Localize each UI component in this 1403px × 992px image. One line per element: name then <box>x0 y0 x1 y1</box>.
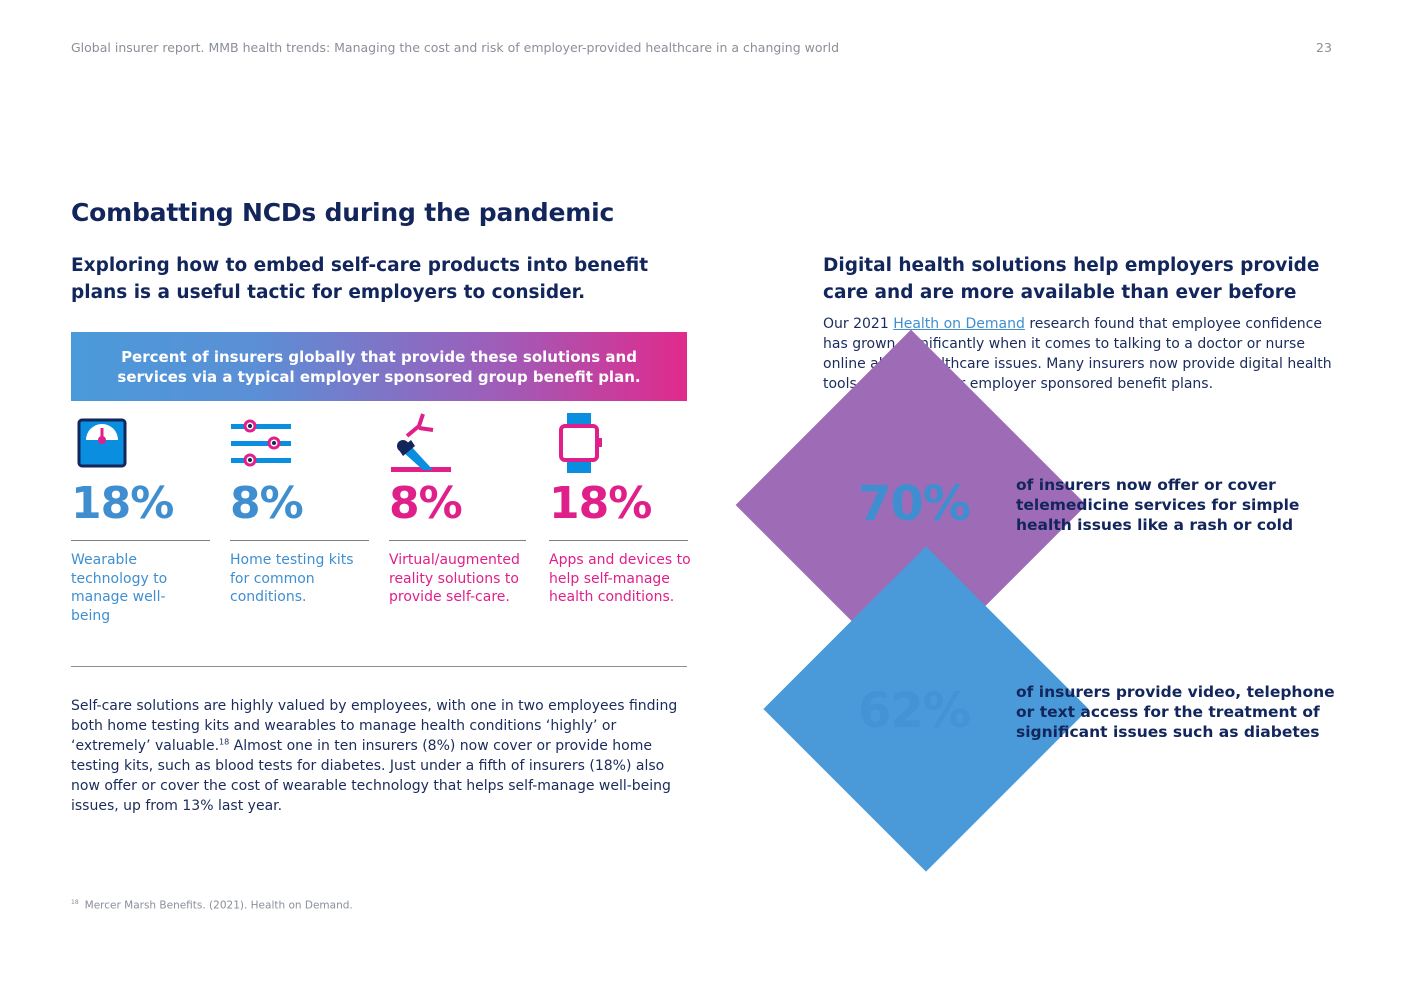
para-text-part: Our 2021 <box>823 316 894 332</box>
telemedicine-stat-description: of insurers now offer or cover telemedic… <box>1016 476 1300 534</box>
video-access-stat-description: of insurers provide video, telephone or … <box>1016 683 1335 741</box>
stat-wearable: 18% Wearable technology to manage well-b… <box>71 412 211 625</box>
left-subheading: Exploring how to embed self-care product… <box>71 255 649 303</box>
stat-virtual-reality: 8% Virtual/augmented reality solutions t… <box>389 412 529 607</box>
footnote-number: 18 <box>71 899 79 906</box>
page-number: 23 <box>1316 40 1332 55</box>
smartwatch-icon <box>559 413 602 473</box>
test-kit-sliders-icon <box>231 419 291 467</box>
stat-label: Apps and devices to help self-manage hea… <box>549 552 691 605</box>
banner-text: Percent of insurers globally that provid… <box>117 347 641 386</box>
stat-divider <box>389 540 526 541</box>
body-text-part: Self-care solutions are highly valued by… <box>71 698 678 754</box>
section-divider <box>71 666 687 667</box>
stat-value: 8% <box>389 478 463 529</box>
weighing-scale-icon <box>77 418 127 468</box>
body-paragraph: Self-care solutions are highly valued by… <box>71 696 686 816</box>
footnote: 18 Mercer Marsh Benefits. (2021). Health … <box>71 899 353 912</box>
stat-value: 8% <box>230 478 304 529</box>
stat-home-testing: 8% Home testing kits for common conditio… <box>230 412 370 607</box>
stat-value: 18% <box>71 478 174 529</box>
health-on-demand-link[interactable]: Health on Demand <box>893 316 1025 332</box>
stat-apps-devices: 18% Apps and devices to help self-manage… <box>549 412 691 607</box>
stat-label: Home testing kits for common conditions. <box>230 552 354 605</box>
stat-value: 18% <box>549 478 652 529</box>
video-access-stat-value: 62% <box>858 683 971 739</box>
stat-label: Virtual/augmented reality solutions to p… <box>389 552 520 605</box>
telemedicine-stat-value: 70% <box>858 476 971 532</box>
robotic-arm-icon <box>391 413 451 472</box>
footnote-reference[interactable]: 18 <box>219 737 230 747</box>
body-text-part: Almost one in ten insurers (8%) now cove… <box>71 738 671 814</box>
page-title: Combatting NCDs during the pandemic <box>71 198 615 227</box>
stat-divider <box>549 540 688 541</box>
stat-divider <box>71 540 210 541</box>
running-header: Global insurer report. MMB health trends… <box>71 40 840 55</box>
stat-divider <box>230 540 369 541</box>
right-subheading: Digital health solutions help employers … <box>823 255 1320 303</box>
right-paragraph: Our 2021 Health on Demand research found… <box>823 314 1333 394</box>
stat-label: Wearable technology to manage well-being <box>71 552 168 624</box>
gradient-banner: Percent of insurers globally that provid… <box>71 332 687 401</box>
footnote-text: Mercer Marsh Benefits. (2021). Health on… <box>84 899 353 912</box>
